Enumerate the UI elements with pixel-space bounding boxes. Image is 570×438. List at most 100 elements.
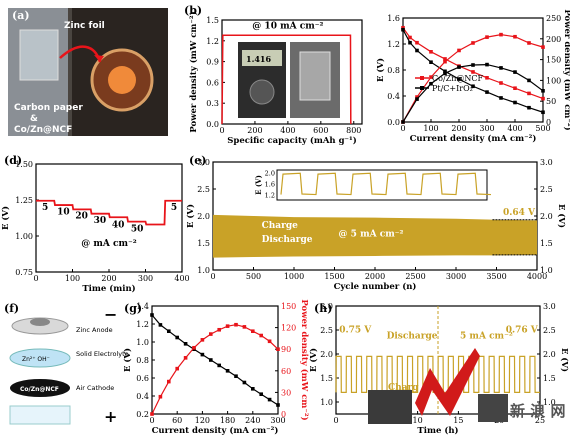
y-right-tick-label: 2.0 [543, 350, 556, 359]
inset-y-tick: 2.0 [265, 170, 275, 178]
x-tick-label: 400 [507, 124, 522, 133]
x-tick-label: 25 [535, 416, 545, 425]
series-marker-0 [175, 335, 179, 340]
y-tick-label: 1.5 [206, 16, 219, 25]
y-right-tick-label: 250 [546, 14, 561, 23]
chart-e: (e) 0 500 1000 1500 2000 2500 3000 3500 40001.01… [185, 154, 567, 292]
series-marker-0 [150, 313, 154, 317]
y-tick-label: 1.50 [15, 160, 33, 169]
series-marker-2 [485, 35, 489, 39]
series-marker-0 [401, 25, 405, 30]
y-right-tick-label: 0 [546, 118, 551, 127]
panel-g-label: (g) [124, 302, 142, 315]
series-marker-1 [225, 324, 230, 328]
series-marker-1 [408, 40, 412, 45]
y-tick-label: 0.0 [387, 118, 400, 127]
series-line-0 [151, 314, 279, 406]
y-right-axis-label: Power density (mW cm⁻²) [562, 9, 570, 130]
chart-g: (g) 0 60 120 180 240 3000.20.40.60.81.01.21.4… [122, 299, 310, 436]
series-marker-1 [513, 100, 517, 105]
plus-sign: + [104, 407, 117, 426]
discharge-label: Discharge [262, 235, 313, 245]
panel-e: (e) 0 500 1000 1500 2000 2500 3000 3500 4000 1.0 1… [185, 150, 570, 298]
y-tick-label: 1.2 [206, 37, 219, 46]
series-marker-3 [443, 71, 447, 76]
partial-charge-label: Charg [388, 383, 419, 393]
x-tick-label: 500 [535, 124, 550, 133]
x-axis-label: Cycle number (n) [334, 281, 417, 292]
annotation-right: 0.76 V [506, 325, 539, 335]
led-glow [108, 66, 136, 94]
annotation-left: 0.75 V [339, 325, 372, 335]
series-marker-0 [485, 76, 489, 80]
charge-label: Charge [262, 221, 299, 231]
series-marker-1 [251, 329, 255, 333]
meter-screen [242, 50, 282, 66]
y-right-tick-label: 0 [281, 410, 286, 419]
series-marker-1 [200, 338, 205, 342]
series-marker-3 [541, 89, 545, 93]
step-label: 40 [112, 220, 125, 230]
series-marker-3 [401, 120, 405, 124]
panel-d: (d) 0 100 200 300 400 0.75 1.00 1.25 1.50 Time (m… [0, 150, 195, 298]
x-tick-label: 300 [138, 274, 153, 283]
zinc-anode-label: Zinc Anode [76, 326, 113, 334]
y-tick-label: 1.2 [136, 320, 149, 329]
series-marker-3 [527, 78, 531, 83]
x-tick-label: 500 [246, 272, 261, 281]
x-tick-label: 0 [33, 274, 38, 283]
x-tick-label: 4000 [527, 272, 547, 281]
y-axis-label: E (V) [122, 348, 133, 372]
air-cathode-label: Air Cathode [76, 384, 114, 392]
y-tick-label: 0.3 [206, 99, 219, 108]
x-tick-label: 1000 [284, 272, 304, 281]
x-tick-label: 120 [195, 416, 210, 425]
cycling-band [213, 214, 537, 258]
y-tick-label: 0.75 [15, 268, 33, 277]
y-right-tick-label: 3.0 [540, 158, 553, 167]
x-tick-label: 0 [219, 126, 224, 135]
panel-a: (a) Zinc foil Carbon paper & Co/Zn@NCF [0, 0, 175, 140]
current-text: 5 mA cm⁻² [460, 332, 513, 342]
y-tick-label: 0.2 [136, 410, 149, 419]
zinc-anode-center [30, 318, 50, 326]
chart-e-annotation: @ 5 mA cm⁻² [339, 230, 404, 240]
x-axis-label: Current density (mA cm⁻²) [152, 425, 279, 436]
series-marker-1 [234, 322, 238, 327]
red-arrow-head [94, 55, 104, 62]
series-marker-2 [527, 41, 531, 45]
y-right-tick-label: 120 [281, 324, 296, 333]
chart-d-annotation: @ mA cm⁻² [81, 239, 137, 249]
x-axis-label: Specific capacity (mAh g⁻¹) [227, 135, 357, 146]
y-tick-label: 2.5 [320, 326, 333, 335]
y-right-tick-label: 1.0 [540, 266, 553, 275]
discharge-text: Discharge [387, 332, 438, 342]
inset-frame [276, 169, 488, 201]
panel-c: 0 100 200 300 400 500 0.0 0.4 0.8 1.2 1.6 0 50 100 150… [375, 0, 570, 150]
series-marker-1 [401, 27, 405, 32]
series-marker-1 [259, 333, 263, 338]
series-marker-0 [259, 392, 263, 396]
series-marker-2 [443, 59, 447, 64]
y-tick-label: 1.5 [197, 239, 210, 248]
y-right-tick-label: 60 [281, 367, 291, 376]
panel-h-label: (h) [314, 302, 332, 315]
series-marker-3 [513, 70, 517, 74]
series-marker-0 [443, 57, 447, 61]
step-label: 20 [75, 212, 88, 222]
series-marker-0 [415, 40, 419, 45]
y-axis-label: E (V) [308, 348, 319, 372]
x-tick-label: 2000 [365, 272, 385, 281]
capacity-line [221, 34, 352, 125]
y-tick-label: 1.25 [15, 196, 33, 205]
series-line-1 [151, 324, 279, 415]
series-marker-2 [471, 41, 475, 45]
y-tick-label: 0.8 [136, 356, 149, 365]
legend-marker-1 [420, 86, 424, 90]
series-marker-1 [499, 96, 503, 100]
y-right-tick-label: 1.5 [540, 239, 553, 248]
inset-y-tick: 1.2 [265, 192, 275, 200]
step-label: 5 [42, 203, 48, 213]
chart-h: (h) 05101520251.01.52.02.53.01.01.52.02.… [308, 302, 570, 436]
electrolyte-disc [9, 348, 71, 368]
